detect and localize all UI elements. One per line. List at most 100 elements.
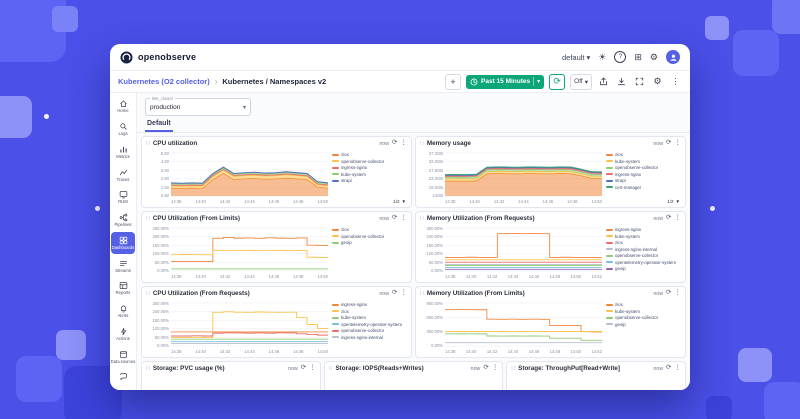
sidebar-item-traces[interactable]: Traces	[111, 163, 135, 186]
sidebar-item-data-sources[interactable]: Data sources	[111, 345, 135, 368]
chart-canvas[interactable]	[171, 151, 328, 198]
panel-more-icon[interactable]: ⋮	[674, 289, 682, 297]
pagination-down-icon[interactable]: ▼	[675, 199, 680, 204]
legend-item[interactable]: geoip	[332, 240, 408, 245]
drag-handle-icon[interactable]: ∷	[146, 291, 150, 297]
breadcrumb-folder[interactable]: Kubernetes (O2 collector)	[118, 77, 210, 86]
legend-item[interactable]: opentelemetry-operator-system	[606, 260, 682, 265]
legend-item[interactable]: kube-system	[332, 315, 408, 320]
drag-handle-icon[interactable]: ∷	[328, 366, 333, 372]
legend-item[interactable]: ingress-nginx	[606, 227, 682, 232]
legend-item[interactable]: geoip	[606, 266, 682, 271]
legend-item[interactable]: openobserve-collector	[332, 159, 408, 164]
apps-grid-icon[interactable]: ⊞	[634, 51, 642, 62]
drag-handle-icon[interactable]: ∷	[146, 141, 150, 147]
panel-more-icon[interactable]: ⋮	[674, 139, 682, 147]
legend-item[interactable]: strapi	[332, 178, 408, 183]
share-icon[interactable]	[597, 75, 610, 88]
panel-more-icon[interactable]: ⋮	[674, 364, 682, 372]
legend-item[interactable]: openobserve-collector	[332, 234, 408, 239]
legend-item[interactable]: openobserve-collector	[606, 165, 682, 170]
legend-item[interactable]: cert-manager	[606, 185, 682, 190]
legend-item[interactable]: kube-system	[606, 159, 682, 164]
panel-refresh-icon[interactable]: ⟳	[666, 289, 672, 297]
drag-handle-icon[interactable]: ∷	[146, 366, 150, 372]
drag-handle-icon[interactable]: ∷	[420, 141, 424, 147]
sidebar-item-rum[interactable]: RUM	[111, 186, 135, 209]
fullscreen-icon[interactable]	[633, 75, 646, 88]
sidebar-item-dashboards[interactable]: Dashboards	[111, 231, 135, 255]
panel-more-icon[interactable]: ⋮	[400, 139, 408, 147]
sidebar-item-logs[interactable]: Logs	[111, 118, 135, 141]
panel-more-icon[interactable]: ⋮	[491, 364, 499, 372]
add-panel-button[interactable]: +	[445, 73, 462, 90]
tab-default[interactable]: Default	[145, 119, 173, 132]
sidebar-item-alerts[interactable]: Alerts	[111, 300, 135, 323]
slack-icon[interactable]	[119, 368, 128, 388]
sidebar-item-reports[interactable]: Reports	[111, 277, 135, 300]
sidebar-item-streams[interactable]: Streams	[111, 254, 135, 277]
chart-canvas[interactable]	[445, 301, 602, 348]
chart-canvas[interactable]	[171, 226, 328, 273]
legend-item[interactable]: geoip	[606, 322, 682, 327]
panel-refresh-icon[interactable]: ⟳	[666, 364, 672, 372]
dashboard-settings-icon[interactable]: ⚙	[653, 76, 662, 86]
legend-item[interactable]: ingress-nginx-internal	[606, 247, 682, 252]
legend-item[interactable]: ziox	[606, 240, 682, 245]
panel-refresh-icon[interactable]: ⟳	[666, 139, 672, 147]
drag-handle-icon[interactable]: ∷	[420, 291, 424, 297]
auto-refresh-selector[interactable]: Off ▾	[570, 73, 592, 90]
refresh-button[interactable]: ⟳	[549, 73, 566, 90]
panel-more-icon[interactable]: ⋮	[309, 364, 316, 372]
legend-item[interactable]: strapi	[606, 178, 682, 183]
pagination-down-icon[interactable]: ▼	[401, 199, 406, 204]
sidebar-item-metrics[interactable]: Metrics	[111, 141, 135, 164]
theme-toggle-icon[interactable]: ☀	[598, 51, 607, 62]
panel-refresh-icon[interactable]: ⟳	[392, 289, 398, 297]
drag-handle-icon[interactable]: ∷	[420, 216, 424, 222]
legend-item[interactable]: ingress-nginx	[332, 302, 408, 307]
legend-item[interactable]: openobserve-collector	[332, 328, 408, 333]
panel-refresh-icon[interactable]: ⟳	[392, 214, 398, 222]
user-avatar[interactable]	[666, 50, 680, 64]
sidebar-item-pipelines[interactable]: Pipelines	[111, 209, 135, 232]
legend-item[interactable]: ingress-nginx	[332, 165, 408, 170]
legend-item[interactable]: openobserve-collector	[606, 253, 682, 258]
panel-refresh-icon[interactable]: ⟳	[392, 139, 398, 147]
panel-refresh-icon[interactable]: ⟳	[483, 364, 489, 372]
legend-item[interactable]: kube-system	[332, 172, 408, 177]
drag-handle-icon[interactable]: ∷	[511, 366, 516, 372]
export-icon[interactable]	[615, 75, 628, 88]
sidebar-item-actions[interactable]: Actions	[111, 323, 135, 346]
legend-item[interactable]: ziox	[332, 152, 408, 157]
legend-item[interactable]: ziox	[332, 227, 408, 232]
legend-item[interactable]: openobserve-collector	[606, 315, 682, 320]
legend-pagination[interactable]: 1/2 ▼	[606, 199, 682, 204]
panel-refresh-icon[interactable]: ⟳	[666, 214, 672, 222]
org-selector[interactable]: default ▾	[562, 52, 591, 62]
panel-more-icon[interactable]: ⋮	[674, 214, 682, 222]
more-options-icon[interactable]: ⋮	[671, 77, 680, 86]
panel-more-icon[interactable]: ⋮	[400, 214, 408, 222]
legend-item[interactable]: opentelemetry-operator-system	[332, 322, 408, 327]
legend-item[interactable]: ziox	[606, 152, 682, 157]
x-axis: 14:38 14:40 14:42 14:44 14:46 14:48 14:50 14:52	[445, 274, 602, 280]
settings-gear-icon[interactable]: ⚙	[649, 51, 658, 62]
legend-pagination[interactable]: 1/2 ▼	[332, 199, 408, 204]
legend-item[interactable]: ingress-nginx-internal	[332, 335, 408, 340]
legend-item[interactable]: ziox	[332, 309, 408, 314]
variable-selector-k8s-cluster[interactable]: k8s_cluster production ▾	[145, 96, 251, 116]
sidebar-item-home[interactable]: Home	[111, 95, 135, 118]
panel-more-icon[interactable]: ⋮	[400, 289, 408, 297]
legend-item[interactable]: kube-system	[606, 309, 682, 314]
time-range-picker[interactable]: Past 15 Minutes ▾	[466, 74, 545, 89]
panel-refresh-icon[interactable]: ⟳	[300, 364, 307, 372]
chart-canvas[interactable]	[445, 226, 602, 273]
help-icon[interactable]: ?	[614, 51, 627, 63]
legend-item[interactable]: kube-system	[606, 234, 682, 239]
chart-canvas[interactable]	[171, 301, 328, 348]
drag-handle-icon[interactable]: ∷	[146, 216, 150, 222]
legend-item[interactable]: ingress-nginx	[606, 172, 682, 177]
legend-item[interactable]: ziox	[606, 302, 682, 307]
chart-canvas[interactable]	[445, 151, 602, 198]
